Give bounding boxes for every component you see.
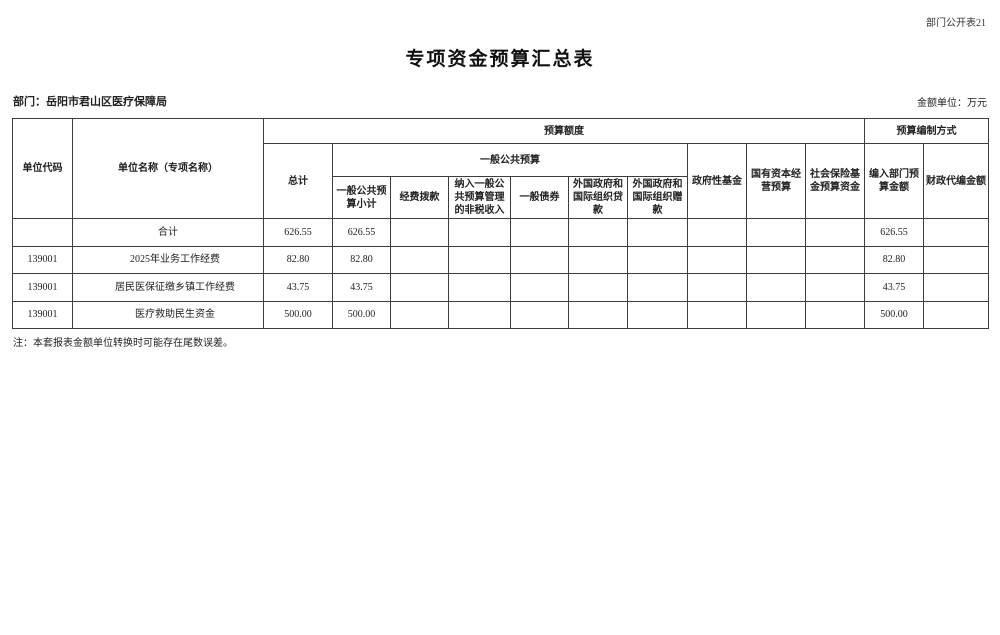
cell-gov-fund [687,273,747,302]
cell-non-tax-revenue [448,273,511,302]
cell-funding-allocation [390,245,449,274]
table-row: 139001 2025年业务工作经费 82.80 82.80 82.80 [12,245,989,274]
cell-unit-name: 2025年业务工作经费 [72,245,264,274]
header-foreign-grant: 外国政府和国际组织赠款 [627,176,688,219]
meta-row: 部门：岳阳市君山区医疗保障局 金额单位：万元 [13,93,987,109]
cell-social-insurance [805,300,865,329]
cell-non-tax-revenue [448,300,511,329]
cell-unit-code: 139001 [12,245,73,274]
cell-gpb-subtotal: 82.80 [332,245,391,274]
cell-in-dept-budget: 82.80 [864,245,924,274]
footnote: 注：本套报表金额单位转换时可能存在尾数误差。 [13,338,233,349]
cell-foreign-grant [627,245,688,274]
cell-foreign-loan [568,273,628,302]
header-unit-name: 单位名称（专项名称） [72,118,264,219]
header-total: 总计 [263,143,333,219]
cell-foreign-grant [627,218,688,247]
cell-foreign-grant [627,300,688,329]
header-general-bond: 一般债券 [510,176,569,219]
cell-fiscal-compiled [923,245,989,274]
cell-social-insurance [805,245,865,274]
header-state-capital: 国有资本经营预算 [746,143,806,219]
page-title: 专项资金预算汇总表 [405,49,595,70]
cell-fiscal-compiled [923,273,989,302]
cell-funding-allocation [390,300,449,329]
cell-gov-fund [687,245,747,274]
cell-total: 82.80 [263,245,333,274]
cell-non-tax-revenue [448,218,511,247]
cell-in-dept-budget: 43.75 [864,273,924,302]
header-foreign-loan: 外国政府和国际组织贷款 [568,176,628,219]
header-budget-quota: 预算额度 [263,118,865,144]
cell-funding-allocation [390,218,449,247]
cell-unit-name: 居民医保征缴乡镇工作经费 [72,273,264,302]
header-non-tax-revenue: 纳入一般公共预算管理的非税收入 [448,176,511,219]
cell-gpb-subtotal: 500.00 [332,300,391,329]
cell-total: 626.55 [263,218,333,247]
table-row-total: 合计 626.55 626.55 626.55 [12,218,989,247]
cell-in-dept-budget: 626.55 [864,218,924,247]
cell-gov-fund [687,300,747,329]
table-row: 139001 医疗救助民生资金 500.00 500.00 500.00 [12,300,989,329]
cell-foreign-loan [568,218,628,247]
cell-unit-name: 医疗救助民生资金 [72,300,264,329]
budget-table: 单位代码 单位名称（专项名称） 预算额度 预算编制方式 总计 一般公共预算 政府… [12,118,989,329]
cell-social-insurance [805,218,865,247]
header-fiscal-compiled: 财政代编金额 [923,143,989,219]
header-unit-code: 单位代码 [12,118,73,219]
header-gov-fund: 政府性基金 [687,143,747,219]
corner-form-number: 部门公开表21 [926,18,986,29]
header-funding-allocation: 经费拨款 [390,176,449,219]
cell-social-insurance [805,273,865,302]
cell-total: 500.00 [263,300,333,329]
department-label: 部门：岳阳市君山区医疗保障局 [13,96,167,108]
cell-foreign-loan [568,245,628,274]
table-row: 139001 居民医保征缴乡镇工作经费 43.75 43.75 43.75 [12,273,989,302]
cell-state-capital [746,245,806,274]
header-general-public: 一般公共预算 [332,143,688,177]
cell-fiscal-compiled [923,300,989,329]
cell-state-capital [746,273,806,302]
cell-state-capital [746,218,806,247]
cell-general-bond [510,245,569,274]
cell-foreign-grant [627,273,688,302]
amount-unit-label: 金额单位：万元 [917,98,987,109]
cell-general-bond [510,273,569,302]
cell-foreign-loan [568,300,628,329]
header-in-dept-budget: 编入部门预算金额 [864,143,924,219]
cell-total: 43.75 [263,273,333,302]
header-social-insurance: 社会保险基金预算资金 [805,143,865,219]
cell-gpb-subtotal: 626.55 [332,218,391,247]
cell-gov-fund [687,218,747,247]
cell-unit-code [12,218,73,247]
cell-state-capital [746,300,806,329]
header-gpb-subtotal: 一般公共预算小计 [332,176,391,219]
cell-in-dept-budget: 500.00 [864,300,924,329]
cell-unit-code: 139001 [12,300,73,329]
cell-general-bond [510,300,569,329]
cell-funding-allocation [390,273,449,302]
cell-non-tax-revenue [448,245,511,274]
cell-general-bond [510,218,569,247]
cell-unit-code: 139001 [12,273,73,302]
cell-fiscal-compiled [923,218,989,247]
header-compile-method: 预算编制方式 [864,118,989,144]
cell-gpb-subtotal: 43.75 [332,273,391,302]
cell-unit-name: 合计 [72,218,264,247]
